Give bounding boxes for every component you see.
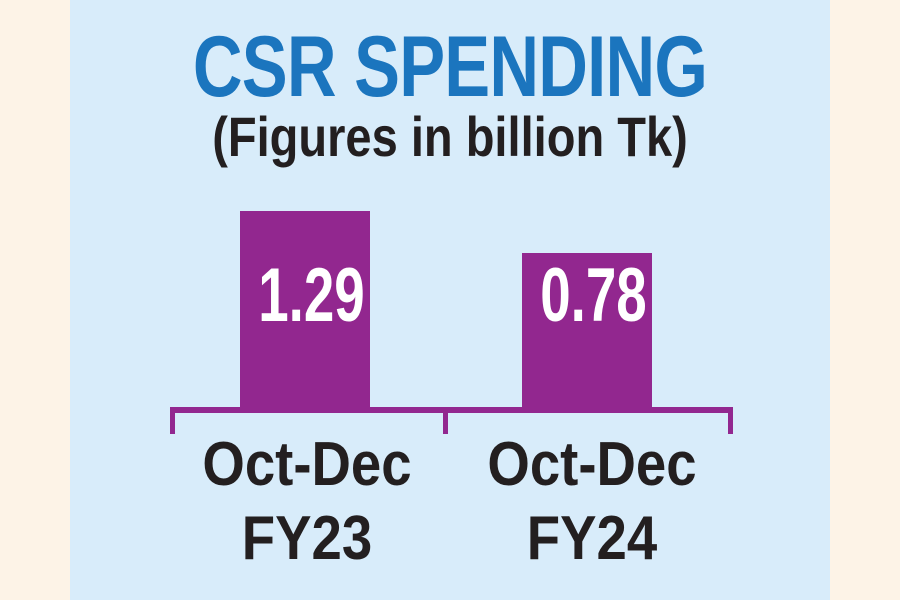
chart-title: CSR SPENDING xyxy=(192,19,708,115)
x-axis-line xyxy=(170,407,733,413)
category-label-fy24: Oct-Dec FY24 xyxy=(460,428,724,576)
chart-panel xyxy=(70,0,830,600)
category-label-fy23-year: FY23 xyxy=(241,504,373,573)
category-label-fy24-year: FY24 xyxy=(526,504,658,573)
x-axis-tick-left xyxy=(170,407,175,434)
category-label-fy23-period: Oct-Dec xyxy=(202,430,412,499)
category-label-fy24-period: Oct-Dec xyxy=(487,430,697,499)
bar-oct-dec-fy24 xyxy=(522,253,652,410)
chart-subtitle: (Figures in billion Tk) xyxy=(212,105,688,168)
bar-oct-dec-fy23 xyxy=(240,211,370,410)
x-axis-tick-middle xyxy=(443,407,448,434)
bar-value-label-fy23: 1.29 xyxy=(258,253,365,338)
bar-value-label-fy24: 0.78 xyxy=(540,253,647,338)
x-axis-tick-right xyxy=(728,407,733,434)
category-label-fy23: Oct-Dec FY23 xyxy=(175,428,439,576)
